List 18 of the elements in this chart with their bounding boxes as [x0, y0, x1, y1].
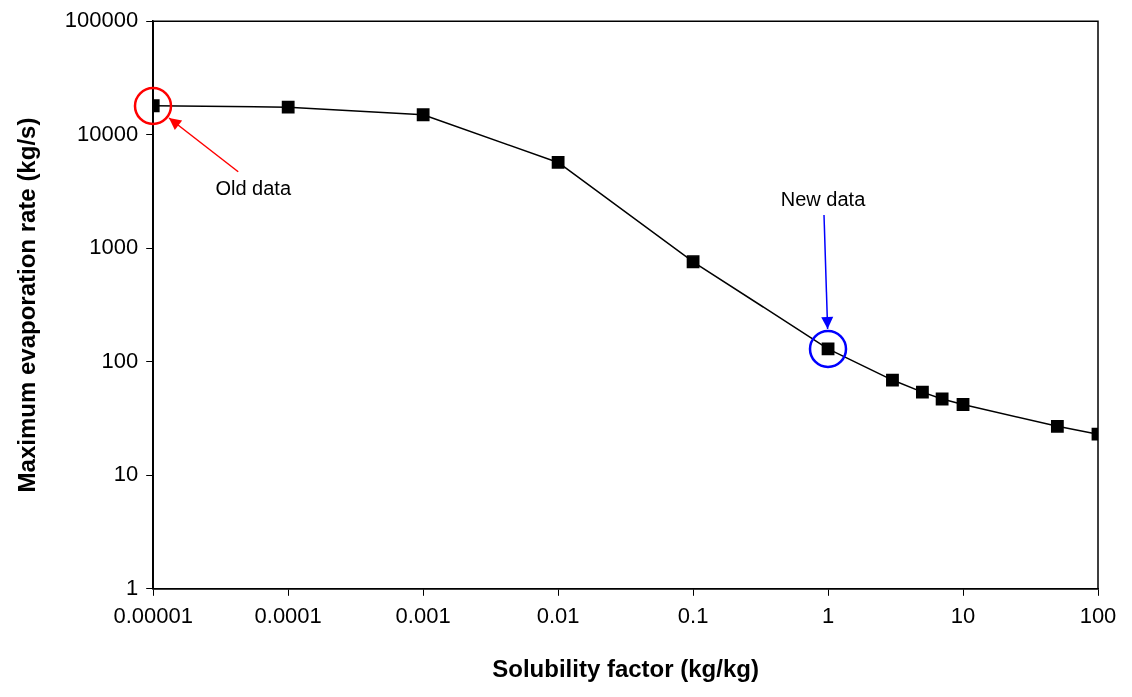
y-tick-label: 1: [125, 574, 139, 600]
x-tick-label: 100: [1079, 603, 1117, 629]
x-axis-title: Solubility factor (kg/kg): [492, 655, 759, 683]
x-tick-label: 0.01: [536, 603, 580, 629]
y-tick-label: 1000: [89, 234, 139, 260]
x-tick-label: 0.00001: [113, 603, 193, 629]
annotation: New data: [780, 187, 866, 211]
y-tick-label: 10000: [77, 120, 139, 146]
y-axis-title: Maximum evaporation rate (kg/s): [13, 117, 41, 493]
x-tick-label: 0.001: [395, 603, 451, 629]
x-tick-label: 0.1: [677, 603, 709, 629]
y-tick-label: 10: [113, 461, 139, 487]
x-tick-label: 10: [950, 603, 976, 629]
annotation: Old data: [215, 176, 292, 200]
x-tick-label: 0.0001: [254, 603, 322, 629]
y-tick-label: 100: [101, 347, 139, 373]
y-tick-label: 100000: [64, 7, 139, 33]
x-tick-label: 1: [821, 603, 835, 629]
